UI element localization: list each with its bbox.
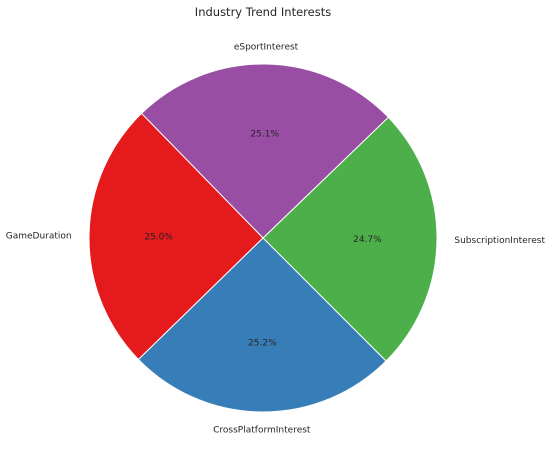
slice-percent-label: 25.1% (250, 130, 279, 140)
slice-category-label: CrossPlatformInterest (213, 425, 311, 435)
pie-slice-gameduration (88, 112, 264, 361)
slice-percent-label: 24.7% (353, 235, 382, 245)
pie-labels: SubscriptionInterest 24.7% eSportInterest 2… (6, 43, 546, 436)
chart-title: Industry Trend Interests (195, 5, 331, 19)
slice-category-label: SubscriptionInterest (454, 236, 545, 246)
pie-slice-crossplatforminterest (137, 237, 387, 413)
pie-slice-esportinterest (140, 63, 390, 239)
slice-category-label: GameDuration (6, 232, 72, 242)
slice-category-label: eSportInterest (234, 43, 299, 53)
slice-percent-label: 25.2% (248, 338, 277, 348)
slice-percent-label: 25.0% (144, 233, 173, 243)
pie-slice-subscriptioninterest (262, 116, 438, 362)
pie-slices (88, 63, 438, 413)
